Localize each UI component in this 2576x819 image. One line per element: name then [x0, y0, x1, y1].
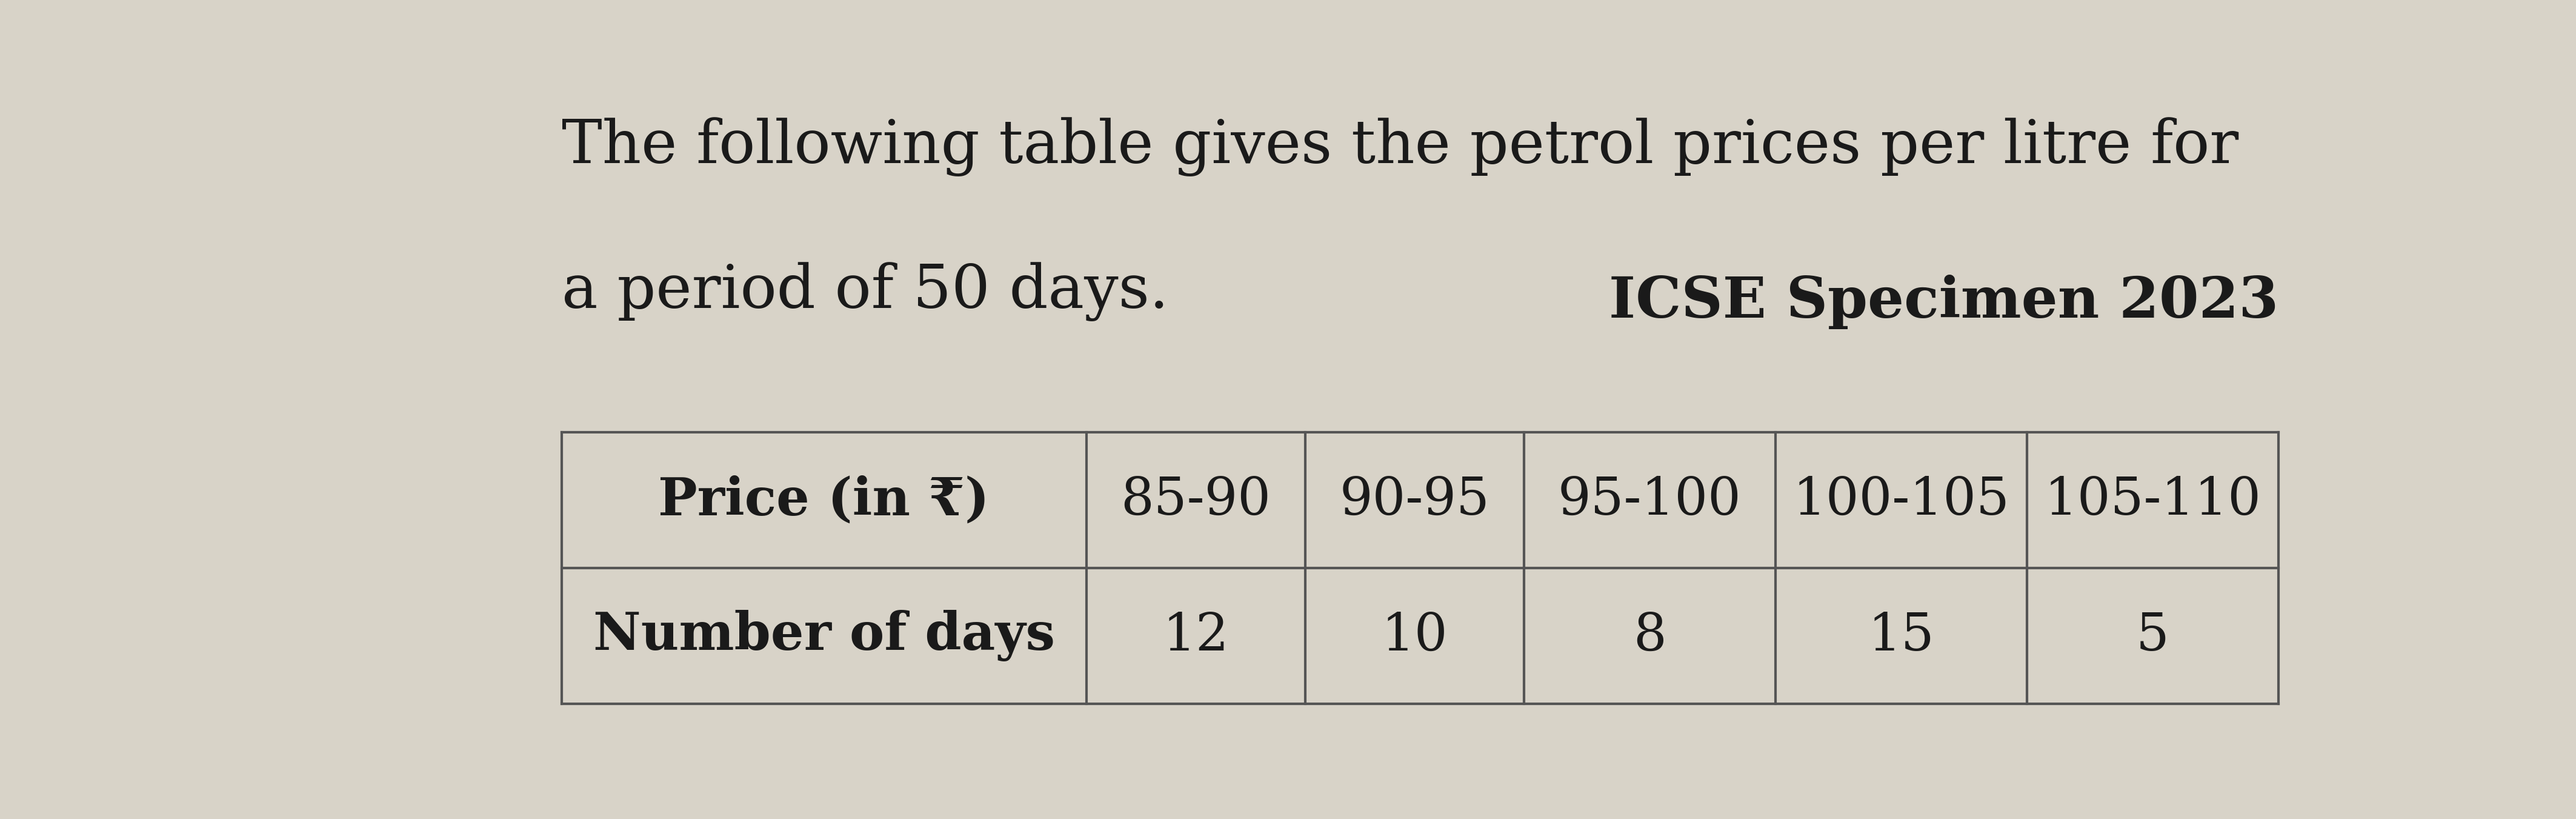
Text: 105-110: 105-110 — [2045, 475, 2262, 526]
Text: 10: 10 — [1381, 611, 1448, 661]
Text: 90-95: 90-95 — [1340, 475, 1489, 526]
Text: 5: 5 — [2136, 611, 2169, 661]
Text: Number of days: Number of days — [592, 610, 1056, 662]
Text: ICSE Specimen 2023: ICSE Specimen 2023 — [1610, 275, 2280, 329]
Text: 12: 12 — [1162, 611, 1229, 661]
Text: 100-105: 100-105 — [1793, 475, 2009, 526]
Text: 8: 8 — [1633, 611, 1667, 661]
Text: 15: 15 — [1868, 611, 1935, 661]
Text: The following table gives the petrol prices per litre for: The following table gives the petrol pri… — [562, 117, 2239, 176]
Text: 85-90: 85-90 — [1121, 475, 1270, 526]
Text: Price (in ₹): Price (in ₹) — [659, 475, 989, 526]
Text: a period of 50 days.: a period of 50 days. — [562, 262, 1170, 322]
Text: 95-100: 95-100 — [1558, 475, 1741, 526]
